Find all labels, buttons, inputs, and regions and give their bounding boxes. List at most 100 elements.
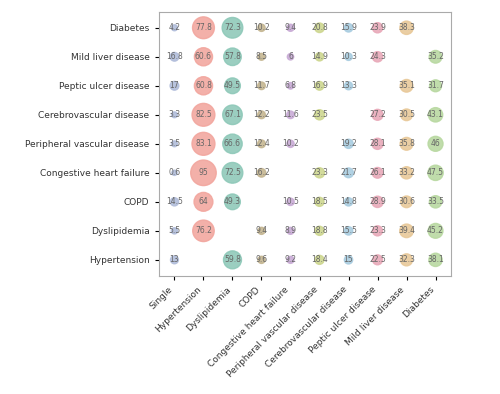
Circle shape bbox=[172, 25, 177, 31]
Text: 12.4: 12.4 bbox=[253, 139, 270, 148]
Circle shape bbox=[314, 110, 324, 120]
Text: 35.1: 35.1 bbox=[398, 81, 415, 90]
Circle shape bbox=[172, 228, 177, 234]
Circle shape bbox=[170, 256, 178, 264]
Circle shape bbox=[258, 140, 266, 148]
Text: 6.8: 6.8 bbox=[284, 81, 296, 90]
Text: 15.9: 15.9 bbox=[340, 23, 357, 32]
Text: 5.5: 5.5 bbox=[168, 226, 180, 235]
Text: 57.8: 57.8 bbox=[224, 52, 241, 61]
Text: 13.3: 13.3 bbox=[340, 81, 357, 90]
Text: 76.2: 76.2 bbox=[195, 226, 212, 235]
Circle shape bbox=[315, 197, 324, 206]
Text: 30.5: 30.5 bbox=[398, 110, 415, 119]
Text: 10.5: 10.5 bbox=[282, 197, 299, 206]
Text: 35.2: 35.2 bbox=[427, 52, 444, 61]
Circle shape bbox=[400, 109, 412, 121]
Text: 27.2: 27.2 bbox=[369, 110, 386, 119]
Circle shape bbox=[315, 255, 324, 264]
Text: 33.5: 33.5 bbox=[427, 197, 444, 206]
Circle shape bbox=[222, 162, 243, 183]
Text: 20.8: 20.8 bbox=[311, 23, 328, 32]
Text: 30.6: 30.6 bbox=[398, 197, 415, 206]
Circle shape bbox=[430, 196, 442, 208]
Circle shape bbox=[314, 23, 324, 33]
Text: 66.6: 66.6 bbox=[224, 139, 241, 148]
Circle shape bbox=[287, 82, 294, 89]
Circle shape bbox=[345, 53, 352, 60]
Text: 9.2: 9.2 bbox=[284, 255, 296, 264]
Circle shape bbox=[372, 255, 382, 265]
Text: 38.3: 38.3 bbox=[398, 23, 415, 32]
Circle shape bbox=[344, 256, 352, 264]
Circle shape bbox=[192, 132, 215, 155]
Text: 9.6: 9.6 bbox=[256, 255, 268, 264]
Circle shape bbox=[224, 78, 240, 94]
Circle shape bbox=[400, 224, 413, 238]
Circle shape bbox=[428, 136, 443, 151]
Circle shape bbox=[258, 256, 265, 264]
Text: 8.5: 8.5 bbox=[256, 52, 268, 61]
Circle shape bbox=[170, 82, 179, 90]
Circle shape bbox=[192, 17, 214, 39]
Text: 23.3: 23.3 bbox=[311, 168, 328, 177]
Text: 82.5: 82.5 bbox=[195, 110, 212, 119]
Circle shape bbox=[344, 82, 352, 90]
Text: 3.5: 3.5 bbox=[168, 139, 180, 148]
Circle shape bbox=[192, 220, 214, 242]
Text: 46: 46 bbox=[430, 139, 440, 148]
Circle shape bbox=[400, 80, 413, 92]
Circle shape bbox=[258, 53, 265, 60]
Circle shape bbox=[430, 80, 442, 92]
Circle shape bbox=[400, 196, 412, 208]
Text: 0.6: 0.6 bbox=[168, 168, 180, 177]
Text: 23.5: 23.5 bbox=[311, 110, 328, 119]
Circle shape bbox=[222, 105, 242, 125]
Text: 23.9: 23.9 bbox=[369, 23, 386, 32]
Circle shape bbox=[372, 109, 383, 120]
Text: 11.7: 11.7 bbox=[253, 81, 270, 90]
Circle shape bbox=[428, 165, 443, 180]
Text: 31.7: 31.7 bbox=[427, 81, 444, 90]
Text: 77.8: 77.8 bbox=[195, 23, 212, 32]
Circle shape bbox=[372, 138, 383, 149]
Text: 83.1: 83.1 bbox=[195, 139, 212, 148]
Text: 95: 95 bbox=[198, 168, 208, 177]
Circle shape bbox=[344, 227, 352, 235]
Text: 10.2: 10.2 bbox=[253, 23, 270, 32]
Text: 14.9: 14.9 bbox=[311, 52, 328, 61]
Circle shape bbox=[224, 48, 241, 65]
Circle shape bbox=[194, 77, 212, 95]
Circle shape bbox=[344, 168, 353, 178]
Text: 11.6: 11.6 bbox=[282, 110, 299, 119]
Circle shape bbox=[192, 103, 215, 126]
Circle shape bbox=[170, 198, 178, 206]
Circle shape bbox=[258, 82, 266, 89]
Text: 10.2: 10.2 bbox=[282, 139, 299, 148]
Text: 60.6: 60.6 bbox=[195, 52, 212, 61]
Circle shape bbox=[224, 251, 242, 269]
Circle shape bbox=[372, 196, 383, 208]
Circle shape bbox=[258, 227, 265, 234]
Circle shape bbox=[287, 24, 294, 32]
Text: 60.8: 60.8 bbox=[195, 81, 212, 90]
Text: 32.3: 32.3 bbox=[398, 255, 415, 264]
Text: 18.8: 18.8 bbox=[311, 226, 328, 235]
Text: 67.1: 67.1 bbox=[224, 110, 241, 119]
Circle shape bbox=[222, 17, 243, 38]
Text: 35.8: 35.8 bbox=[398, 139, 415, 148]
Text: 49.3: 49.3 bbox=[224, 197, 241, 206]
Text: 9.4: 9.4 bbox=[256, 226, 268, 235]
Circle shape bbox=[288, 54, 294, 60]
Circle shape bbox=[287, 198, 294, 206]
Text: 45.2: 45.2 bbox=[427, 226, 444, 235]
Text: 59.8: 59.8 bbox=[224, 255, 241, 264]
Circle shape bbox=[172, 141, 177, 147]
Circle shape bbox=[194, 48, 212, 66]
Circle shape bbox=[400, 21, 413, 34]
Text: 12.2: 12.2 bbox=[253, 110, 270, 119]
Text: 16.9: 16.9 bbox=[311, 81, 328, 90]
Circle shape bbox=[429, 253, 442, 266]
Text: 24.3: 24.3 bbox=[369, 52, 386, 61]
Text: 72.5: 72.5 bbox=[224, 168, 241, 177]
